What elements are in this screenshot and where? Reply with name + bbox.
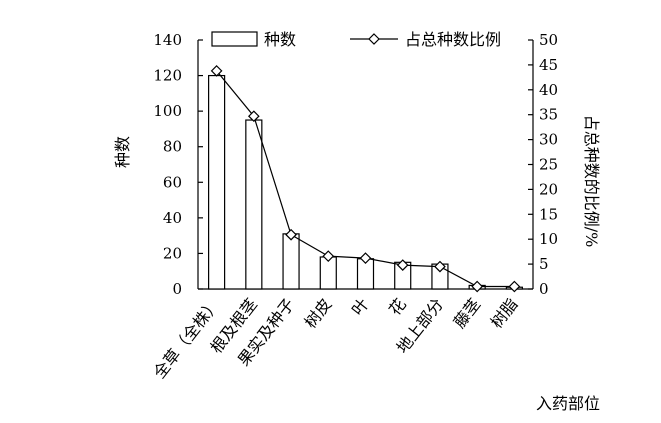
- ratio-point: [285, 228, 297, 241]
- left-tick-label: 40: [163, 209, 182, 227]
- line-series: [210, 65, 521, 293]
- ratio-point: [508, 280, 521, 293]
- category-label: 叶: [348, 295, 373, 319]
- y-axis-title: 种数: [113, 136, 132, 168]
- category-label: 树脂: [487, 295, 522, 332]
- category-label: 花: [385, 295, 410, 319]
- ratio-point: [434, 260, 446, 273]
- bar: [245, 119, 263, 290]
- left-tick-label: 140: [153, 31, 182, 49]
- legend-line-label: 占总种数比例: [405, 30, 501, 49]
- legend-bar-swatch: [211, 31, 258, 47]
- right-tick-label: 20: [539, 180, 558, 198]
- right-ticks: 0 5 10 15 20 25 30 35 40 45 50: [528, 31, 558, 298]
- ratio-point: [396, 259, 409, 271]
- y2-axis-title: 占总种数的比例/%: [582, 115, 601, 248]
- right-tick-label: 30: [539, 131, 558, 149]
- bar: [282, 233, 300, 290]
- right-tick-label: 5: [539, 255, 549, 273]
- right-tick-label: 0: [539, 280, 549, 298]
- right-tick-label: 10: [539, 230, 558, 248]
- ratio-point: [247, 110, 260, 123]
- left-tick-label: 0: [172, 280, 182, 298]
- legend-line-marker: [368, 33, 380, 45]
- legend-bar-label: 种数: [264, 30, 296, 49]
- category-label: 藤茎: [450, 295, 485, 332]
- left-ticks: 0 20 40 60 80 100 120 140: [153, 31, 203, 298]
- left-tick-label: 20: [163, 244, 182, 262]
- bars: [208, 74, 523, 290]
- ratio-point: [322, 250, 335, 262]
- right-tick-label: 15: [539, 205, 558, 223]
- right-tick-label: 25: [539, 156, 558, 174]
- right-tick-label: 40: [539, 81, 558, 99]
- bar: [208, 74, 226, 290]
- ratio-point: [471, 280, 484, 293]
- right-tick-label: 35: [539, 106, 558, 124]
- left-tick-label: 120: [153, 67, 182, 85]
- category-labels: 全草（全株）根及根茎果实及种子 树皮叶花地上部分 藤茎 树脂: [150, 295, 522, 382]
- x-axis-title: 入药部位: [536, 394, 600, 413]
- legend: 种数 占总种数比例: [211, 30, 501, 49]
- left-tick-label: 60: [163, 173, 182, 191]
- left-tick-label: 100: [153, 102, 182, 120]
- left-tick-label: 80: [163, 138, 182, 156]
- right-tick-label: 50: [539, 31, 558, 49]
- ratio-point: [210, 65, 223, 77]
- ratio-point: [359, 252, 372, 264]
- category-label: 树皮: [301, 295, 336, 332]
- right-tick-label: 45: [539, 56, 558, 74]
